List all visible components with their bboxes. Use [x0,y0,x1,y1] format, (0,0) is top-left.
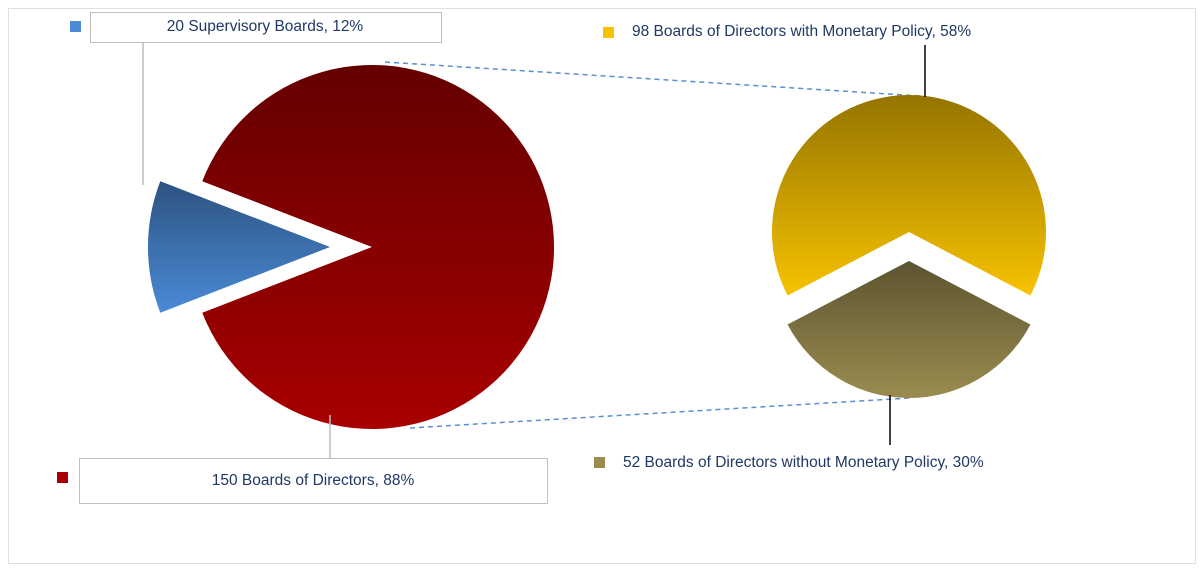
label-box [90,12,442,43]
legend-swatch [603,27,614,38]
data-label: 52 Boards of Directors without Monetary … [623,454,984,471]
slice-shade [787,261,1031,399]
data-label: 98 Boards of Directors with Monetary Pol… [632,23,971,40]
slice-shade [202,64,555,429]
slice-shade [772,95,1046,296]
slice-shade [148,181,330,313]
connector [409,397,911,429]
legend-swatch [70,21,81,32]
label-box [79,458,548,504]
data-label: 20 Supervisory Boards, 12% [167,18,364,35]
legend-swatch [594,457,605,468]
legend-swatch [57,472,68,483]
data-label: 150 Boards of Directors, 88% [212,472,415,489]
